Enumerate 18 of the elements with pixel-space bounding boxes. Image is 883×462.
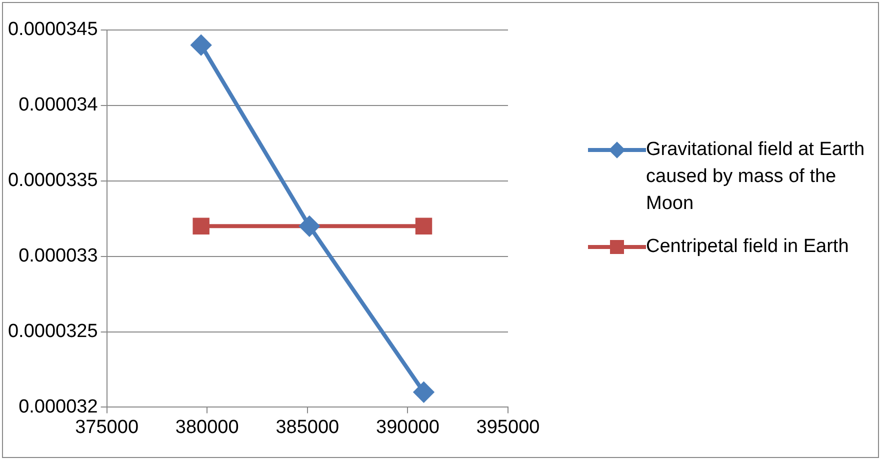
x-tick-label: 375000 — [75, 416, 139, 438]
y-tick-label: 0.0000345 — [8, 19, 98, 40]
y-tick-label: 0.000032 — [18, 396, 98, 418]
x-tick-label: 380000 — [175, 416, 239, 438]
y-tick-label: 0.000034 — [18, 94, 98, 116]
legend-label: Centripetal field in Earth — [646, 235, 849, 259]
x-tick-label: 390000 — [376, 416, 440, 438]
point — [299, 216, 320, 236]
x-tick-label: 395000 — [476, 416, 540, 438]
legend-label: Gravitational field at Earth caused by mass of the Moon — [646, 138, 866, 216]
point — [192, 218, 210, 235]
y-tick-label: 0.0000325 — [8, 320, 98, 342]
x-tick-label: 385000 — [276, 416, 340, 438]
point — [415, 218, 432, 235]
y-tick-label: 0.0000335 — [8, 170, 98, 192]
point — [414, 382, 434, 402]
point — [191, 35, 212, 56]
y-tick-label: 0.000033 — [18, 246, 98, 267]
